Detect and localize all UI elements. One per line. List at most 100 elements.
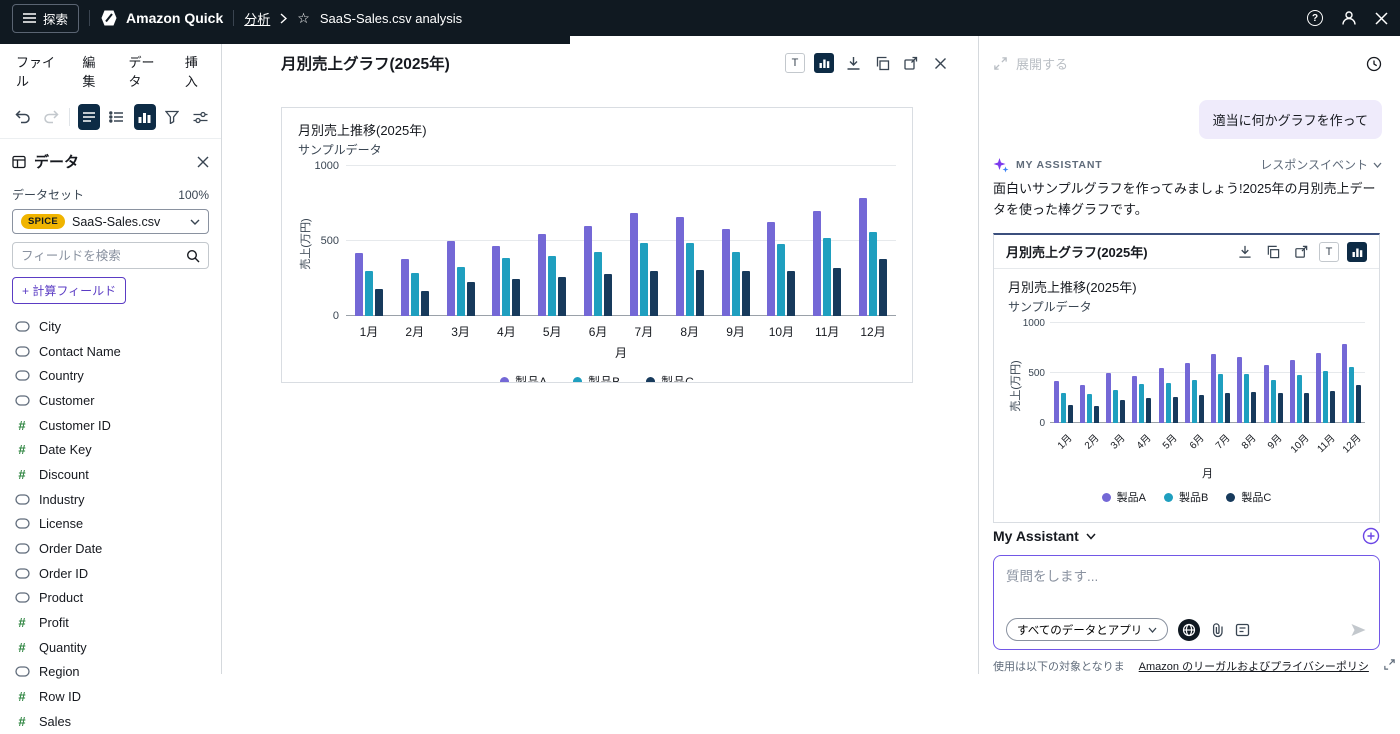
legend-item[interactable]: 製品A [1101, 489, 1146, 505]
bar[interactable] [1093, 406, 1099, 423]
duplicate-icon[interactable] [1263, 242, 1283, 262]
chart-view-button[interactable] [1347, 241, 1367, 262]
bar[interactable] [1079, 385, 1085, 423]
bar[interactable] [1289, 360, 1295, 423]
bar[interactable] [859, 197, 868, 316]
attachment-icon[interactable] [1210, 622, 1225, 638]
field-search-input[interactable] [21, 248, 186, 263]
bar[interactable] [584, 226, 593, 316]
bar[interactable] [1106, 373, 1112, 423]
field-item[interactable]: City [12, 314, 209, 339]
field-item[interactable]: Region [12, 660, 209, 685]
bar[interactable] [364, 271, 373, 316]
bar[interactable] [1165, 383, 1171, 423]
menu-edit[interactable]: 編集 [82, 55, 96, 89]
bar[interactable] [594, 251, 603, 316]
bar[interactable] [767, 221, 776, 316]
download-icon[interactable] [1235, 242, 1255, 262]
bar[interactable] [1218, 374, 1224, 423]
bar[interactable] [466, 281, 475, 316]
expand-panel-icon[interactable] [993, 56, 1008, 71]
bar[interactable] [558, 277, 567, 316]
field-item[interactable]: Industry [12, 487, 209, 512]
field-item[interactable]: # Row ID [12, 684, 209, 709]
panel-close-icon[interactable] [197, 156, 209, 168]
menu-insert[interactable]: 挿入 [184, 55, 198, 89]
bar[interactable] [1356, 385, 1362, 423]
bar[interactable] [695, 269, 704, 316]
bar[interactable] [741, 271, 750, 316]
bar[interactable] [1211, 354, 1217, 423]
bar[interactable] [1132, 376, 1138, 423]
bar[interactable] [1158, 368, 1164, 423]
close-icon[interactable] [1375, 11, 1388, 25]
assistant-chart-card[interactable]: 月別売上グラフ(2025年) T 月別売上推移(2025年) サンプルデータ 売上(… [993, 233, 1380, 523]
redo-button[interactable] [40, 104, 62, 130]
download-icon[interactable] [843, 53, 863, 73]
bar[interactable] [410, 272, 419, 316]
bar[interactable] [1139, 384, 1145, 423]
new-chat-icon[interactable] [1362, 527, 1380, 545]
legend-item[interactable]: 製品B [1164, 489, 1208, 505]
bar[interactable] [869, 232, 878, 316]
bar[interactable] [1067, 405, 1073, 423]
text-format-button[interactable]: T [1319, 241, 1339, 262]
calculated-field-button[interactable]: + 計算フィールド [12, 277, 127, 304]
bar[interactable] [1086, 394, 1092, 423]
bar[interactable] [1184, 363, 1190, 423]
field-list-button[interactable] [106, 104, 128, 130]
prompt-gallery-icon[interactable] [1235, 623, 1250, 637]
bar[interactable] [1330, 391, 1336, 423]
bar[interactable] [374, 289, 383, 316]
bar[interactable] [1244, 374, 1250, 423]
bar[interactable] [604, 274, 613, 316]
bar[interactable] [1146, 398, 1152, 423]
user-icon[interactable] [1341, 10, 1357, 26]
bar[interactable] [1060, 393, 1066, 423]
question-input[interactable] [1006, 565, 1367, 618]
history-clock-icon[interactable] [1366, 56, 1382, 72]
bar[interactable] [1349, 367, 1355, 423]
bar[interactable] [649, 271, 658, 316]
text-format-button[interactable]: T [785, 53, 805, 73]
assistant-selector-bar[interactable]: My Assistant [993, 523, 1380, 549]
field-item[interactable]: License [12, 512, 209, 537]
bar[interactable] [1323, 371, 1329, 423]
expand-panel-label[interactable]: 展開する [1016, 57, 1069, 72]
bar[interactable] [1191, 380, 1197, 423]
close-visual-icon[interactable] [930, 53, 950, 73]
bar[interactable] [721, 229, 730, 316]
field-item[interactable]: # Discount [12, 462, 209, 487]
bar[interactable] [400, 259, 409, 316]
bar[interactable] [1270, 380, 1276, 423]
web-search-toggle[interactable] [1178, 618, 1201, 641]
response-event-dropdown[interactable]: レスポンスイベント [1260, 156, 1382, 173]
bar[interactable] [1342, 344, 1348, 423]
undo-button[interactable] [12, 104, 34, 130]
bar[interactable] [1316, 353, 1322, 423]
favorite-star-icon[interactable]: ☆ [297, 10, 310, 26]
bar[interactable] [502, 257, 511, 316]
bar[interactable] [548, 256, 557, 316]
bar[interactable] [492, 245, 501, 316]
legend-item[interactable]: 製品B [573, 373, 620, 382]
bar[interactable] [1113, 390, 1119, 423]
field-item[interactable]: Customer [12, 388, 209, 413]
bar[interactable] [1263, 365, 1269, 423]
bar[interactable] [420, 290, 429, 316]
bar[interactable] [787, 271, 796, 316]
bar[interactable] [675, 217, 684, 316]
bar[interactable] [1198, 395, 1204, 423]
explore-button[interactable]: 探索 [12, 3, 80, 33]
bar[interactable] [879, 259, 888, 316]
bar[interactable] [833, 268, 842, 316]
bar[interactable] [1172, 397, 1178, 423]
field-item[interactable]: Country [12, 363, 209, 388]
field-item[interactable]: Contact Name [12, 339, 209, 364]
duplicate-icon[interactable] [872, 53, 892, 73]
bar[interactable] [1225, 393, 1231, 423]
bar[interactable] [813, 211, 822, 316]
parameters-button[interactable] [189, 104, 211, 130]
field-item[interactable]: # Date Key [12, 437, 209, 462]
bar[interactable] [512, 278, 521, 316]
